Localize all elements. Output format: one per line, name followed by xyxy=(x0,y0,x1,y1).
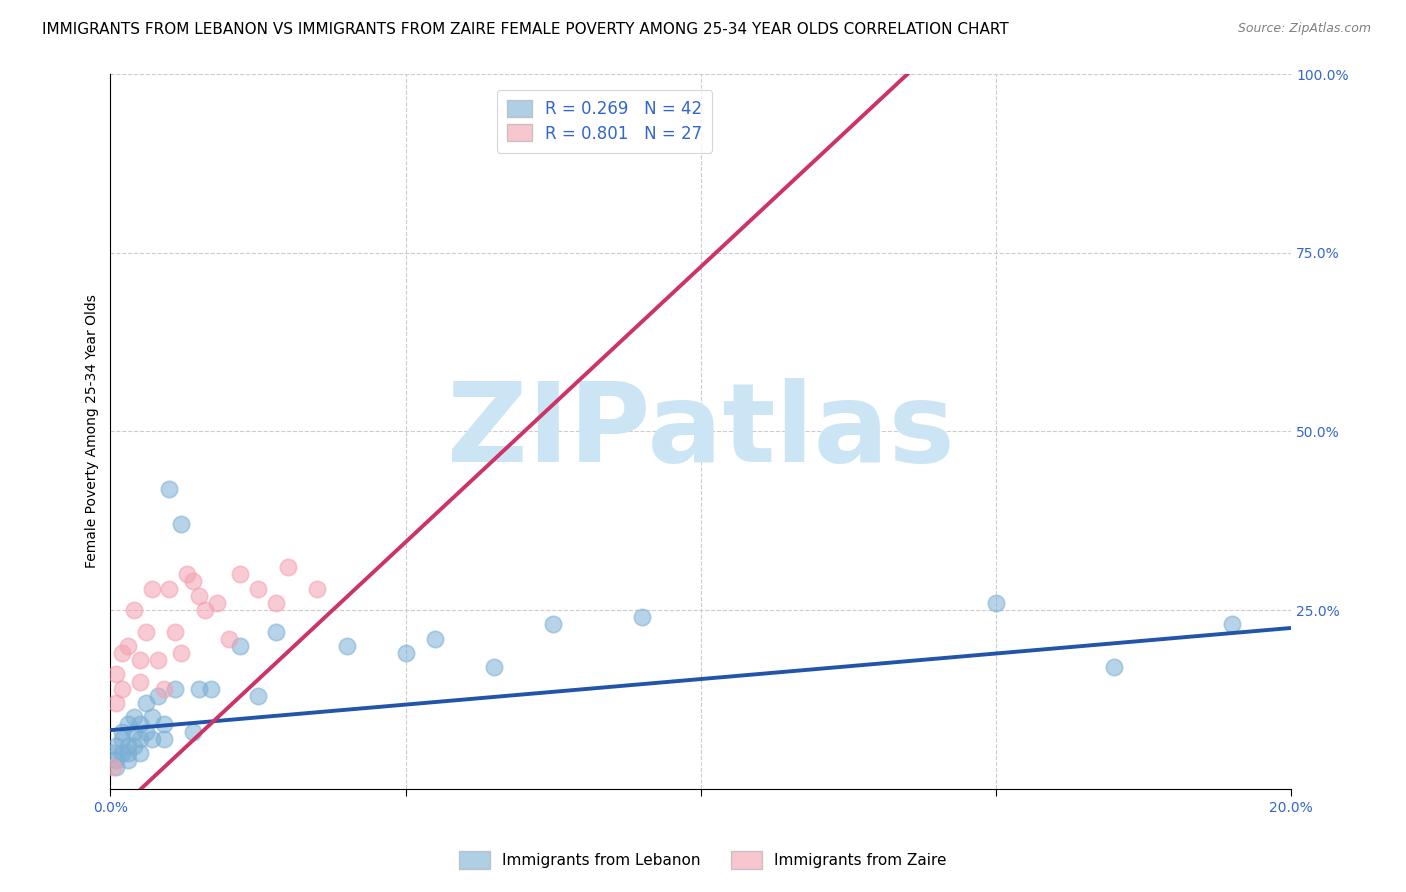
Point xyxy=(247,582,270,596)
Point xyxy=(277,560,299,574)
Point xyxy=(122,710,145,724)
Point xyxy=(122,739,145,753)
Point xyxy=(111,724,134,739)
Point xyxy=(181,574,204,589)
Point xyxy=(218,632,240,646)
Point xyxy=(307,582,329,596)
Point xyxy=(630,610,652,624)
Legend: Immigrants from Lebanon, Immigrants from Zaire: Immigrants from Lebanon, Immigrants from… xyxy=(453,845,953,875)
Point xyxy=(181,724,204,739)
Point xyxy=(129,717,152,731)
Point xyxy=(200,681,222,696)
Point xyxy=(111,731,134,746)
Point xyxy=(165,681,187,696)
Point xyxy=(122,603,145,617)
Point xyxy=(117,739,139,753)
Point xyxy=(1220,617,1243,632)
Point xyxy=(159,582,181,596)
Point xyxy=(170,646,193,660)
Point xyxy=(141,710,163,724)
Point xyxy=(129,653,152,667)
Point xyxy=(105,753,128,767)
Point xyxy=(105,667,128,681)
Point xyxy=(105,760,128,774)
Point xyxy=(117,639,139,653)
Point xyxy=(111,646,134,660)
Text: IMMIGRANTS FROM LEBANON VS IMMIGRANTS FROM ZAIRE FEMALE POVERTY AMONG 25-34 YEAR: IMMIGRANTS FROM LEBANON VS IMMIGRANTS FR… xyxy=(42,22,1010,37)
Point xyxy=(541,617,564,632)
Point xyxy=(129,746,152,760)
Point xyxy=(141,582,163,596)
Point xyxy=(336,639,359,653)
Point xyxy=(129,674,152,689)
Point xyxy=(135,624,157,639)
Point xyxy=(152,717,174,731)
Point xyxy=(135,724,157,739)
Point xyxy=(117,746,139,760)
Text: ZIPatlas: ZIPatlas xyxy=(447,378,955,485)
Point xyxy=(105,696,128,710)
Point xyxy=(1102,660,1125,674)
Point xyxy=(135,696,157,710)
Point xyxy=(117,717,139,731)
Point xyxy=(264,596,287,610)
Point xyxy=(122,724,145,739)
Point xyxy=(141,731,163,746)
Legend: R = 0.269   N = 42, R = 0.801   N = 27: R = 0.269 N = 42, R = 0.801 N = 27 xyxy=(496,89,711,153)
Point xyxy=(117,753,139,767)
Point xyxy=(194,603,217,617)
Point xyxy=(229,567,252,582)
Point xyxy=(111,681,134,696)
Point xyxy=(176,567,198,582)
Point xyxy=(229,639,252,653)
Point xyxy=(170,517,193,532)
Point xyxy=(152,681,174,696)
Point xyxy=(425,632,447,646)
Point xyxy=(484,660,506,674)
Point xyxy=(188,681,211,696)
Point xyxy=(152,731,174,746)
Point xyxy=(103,746,125,760)
Point xyxy=(395,646,418,660)
Point xyxy=(146,689,169,703)
Point xyxy=(111,746,134,760)
Y-axis label: Female Poverty Among 25-34 Year Olds: Female Poverty Among 25-34 Year Olds xyxy=(86,294,100,568)
Point xyxy=(165,624,187,639)
Text: Source: ZipAtlas.com: Source: ZipAtlas.com xyxy=(1237,22,1371,36)
Point xyxy=(984,596,1007,610)
Point xyxy=(188,589,211,603)
Point xyxy=(247,689,270,703)
Point xyxy=(264,624,287,639)
Point xyxy=(146,653,169,667)
Point xyxy=(159,482,181,496)
Point xyxy=(105,739,128,753)
Point xyxy=(205,596,228,610)
Point xyxy=(129,731,152,746)
Point xyxy=(103,760,125,774)
